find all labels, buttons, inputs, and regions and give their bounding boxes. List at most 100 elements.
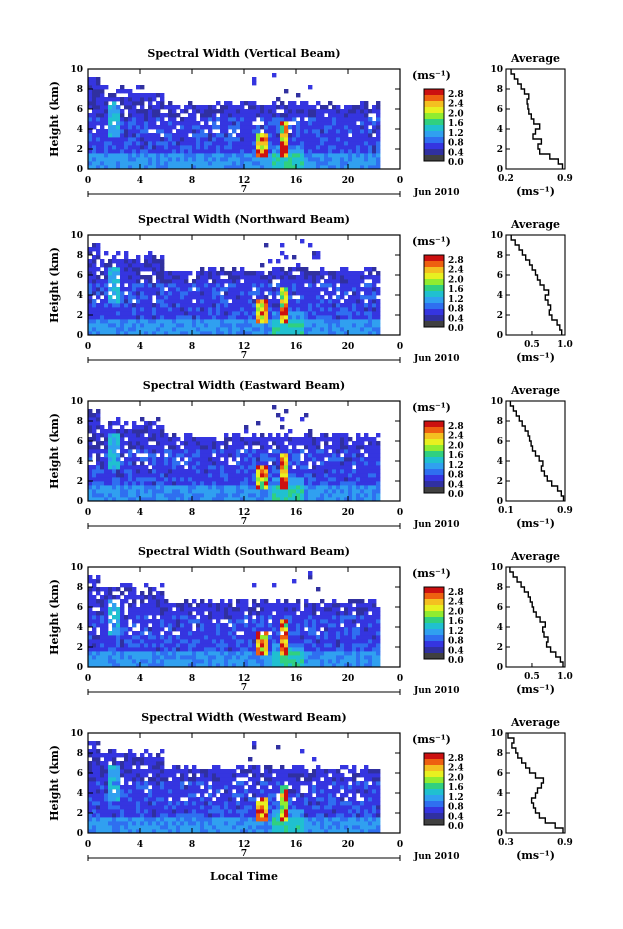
heatmap-cell <box>248 105 253 110</box>
heatmap-cell <box>304 497 309 502</box>
heatmap-cell <box>92 599 97 604</box>
heatmap-cell <box>304 279 309 284</box>
heatmap-cell <box>152 437 157 442</box>
heatmap-cell <box>156 323 161 328</box>
heatmap-cell <box>196 137 201 142</box>
heatmap-cell <box>288 101 293 106</box>
heatmap-cell <box>360 655 365 660</box>
heatmap-cell <box>196 619 201 624</box>
heatmap-cell <box>132 287 137 292</box>
heatmap-cell <box>336 149 341 154</box>
heatmap-cell <box>352 473 357 478</box>
heatmap-cell <box>272 461 277 466</box>
heatmap-cell <box>308 639 313 644</box>
heatmap-cell <box>276 283 281 288</box>
heatmap-cell <box>232 129 237 134</box>
heatmap-cell <box>100 651 105 656</box>
heatmap-cell <box>156 133 161 138</box>
heatmap-cell <box>344 663 349 668</box>
heatmap-cell <box>300 275 305 280</box>
heatmap-cell <box>140 663 145 668</box>
heatmap-cell <box>272 497 277 502</box>
heatmap-cell <box>356 319 361 324</box>
heatmap-cell <box>288 655 293 660</box>
heatmap-cell <box>324 639 329 644</box>
heatmap-cell <box>336 323 341 328</box>
heatmap-cell <box>92 315 97 320</box>
heatmap-cell <box>268 327 273 332</box>
heatmap-cell <box>224 663 229 668</box>
heatmap-cell <box>260 161 265 166</box>
heatmap-cell <box>244 497 249 502</box>
heatmap-cell <box>92 639 97 644</box>
heatmap-cell <box>292 109 297 114</box>
heatmap-cell <box>244 133 249 138</box>
average-y-tick-label: 10 <box>490 397 503 407</box>
heatmap-cell <box>188 473 193 478</box>
heatmap-cell <box>116 141 121 146</box>
heatmap-cell <box>172 311 177 316</box>
heatmap-cell <box>156 591 161 596</box>
heatmap-cell <box>104 85 109 90</box>
heatmap-cell <box>88 493 93 498</box>
heatmap-cell <box>268 433 273 438</box>
heatmap-cell <box>140 429 145 434</box>
heatmap-cell <box>140 149 145 154</box>
heatmap-cell <box>356 161 361 166</box>
heatmap-cell <box>140 481 145 486</box>
heatmap-cell <box>172 271 177 276</box>
heatmap-cell <box>296 303 301 308</box>
heatmap-cell <box>108 109 113 114</box>
heatmap-cell <box>200 323 205 328</box>
heatmap-cell <box>152 635 157 640</box>
heatmap-cell <box>284 157 289 162</box>
heatmap-cell <box>184 331 189 336</box>
heatmap-cell <box>144 469 149 474</box>
heatmap-cell <box>196 275 201 280</box>
heatmap-cell <box>160 157 165 162</box>
heatmap-cell <box>192 659 197 664</box>
heatmap-cell <box>284 485 289 490</box>
heatmap-cell <box>256 161 261 166</box>
heatmap-cell <box>212 157 217 162</box>
heatmap-cell <box>316 481 321 486</box>
heatmap-cell <box>360 287 365 292</box>
heatmap-cell <box>348 485 353 490</box>
heatmap-cell <box>192 441 197 446</box>
heatmap-cell <box>160 117 165 122</box>
heatmap-cell <box>108 323 113 328</box>
heatmap-cell <box>312 631 317 636</box>
heatmap-cell <box>248 623 253 628</box>
heatmap-cell <box>272 449 277 454</box>
heatmap-cell <box>256 651 261 656</box>
heatmap-cell <box>304 655 309 660</box>
heatmap <box>88 73 381 170</box>
heatmap-cell <box>160 465 165 470</box>
heatmap-cell <box>320 635 325 640</box>
heatmap-cell <box>108 611 113 616</box>
heatmap-cell <box>208 327 213 332</box>
heatmap-cell <box>252 307 257 312</box>
heatmap-cell <box>128 473 133 478</box>
heatmap-cell <box>304 631 309 636</box>
heatmap-cell <box>176 449 181 454</box>
heatmap-cell <box>160 255 165 260</box>
heatmap-cell <box>344 307 349 312</box>
heatmap-cell <box>228 283 233 288</box>
heatmap-cell <box>120 295 125 300</box>
heatmap-cell <box>152 627 157 632</box>
heatmap-cell <box>288 623 293 628</box>
heatmap-cell <box>292 445 297 450</box>
heatmap-cell <box>200 271 205 276</box>
heatmap-cell <box>276 291 281 296</box>
heatmap-cell <box>100 145 105 150</box>
heatmap-cell <box>112 437 117 442</box>
heatmap-cell <box>312 453 317 458</box>
heatmap-cell <box>188 437 193 442</box>
heatmap-cell <box>312 315 317 320</box>
heatmap-cell <box>376 465 381 470</box>
heatmap-cell <box>212 465 217 470</box>
heatmap-cell <box>132 101 137 106</box>
heatmap-cell <box>112 105 117 110</box>
heatmap-cell <box>240 453 245 458</box>
